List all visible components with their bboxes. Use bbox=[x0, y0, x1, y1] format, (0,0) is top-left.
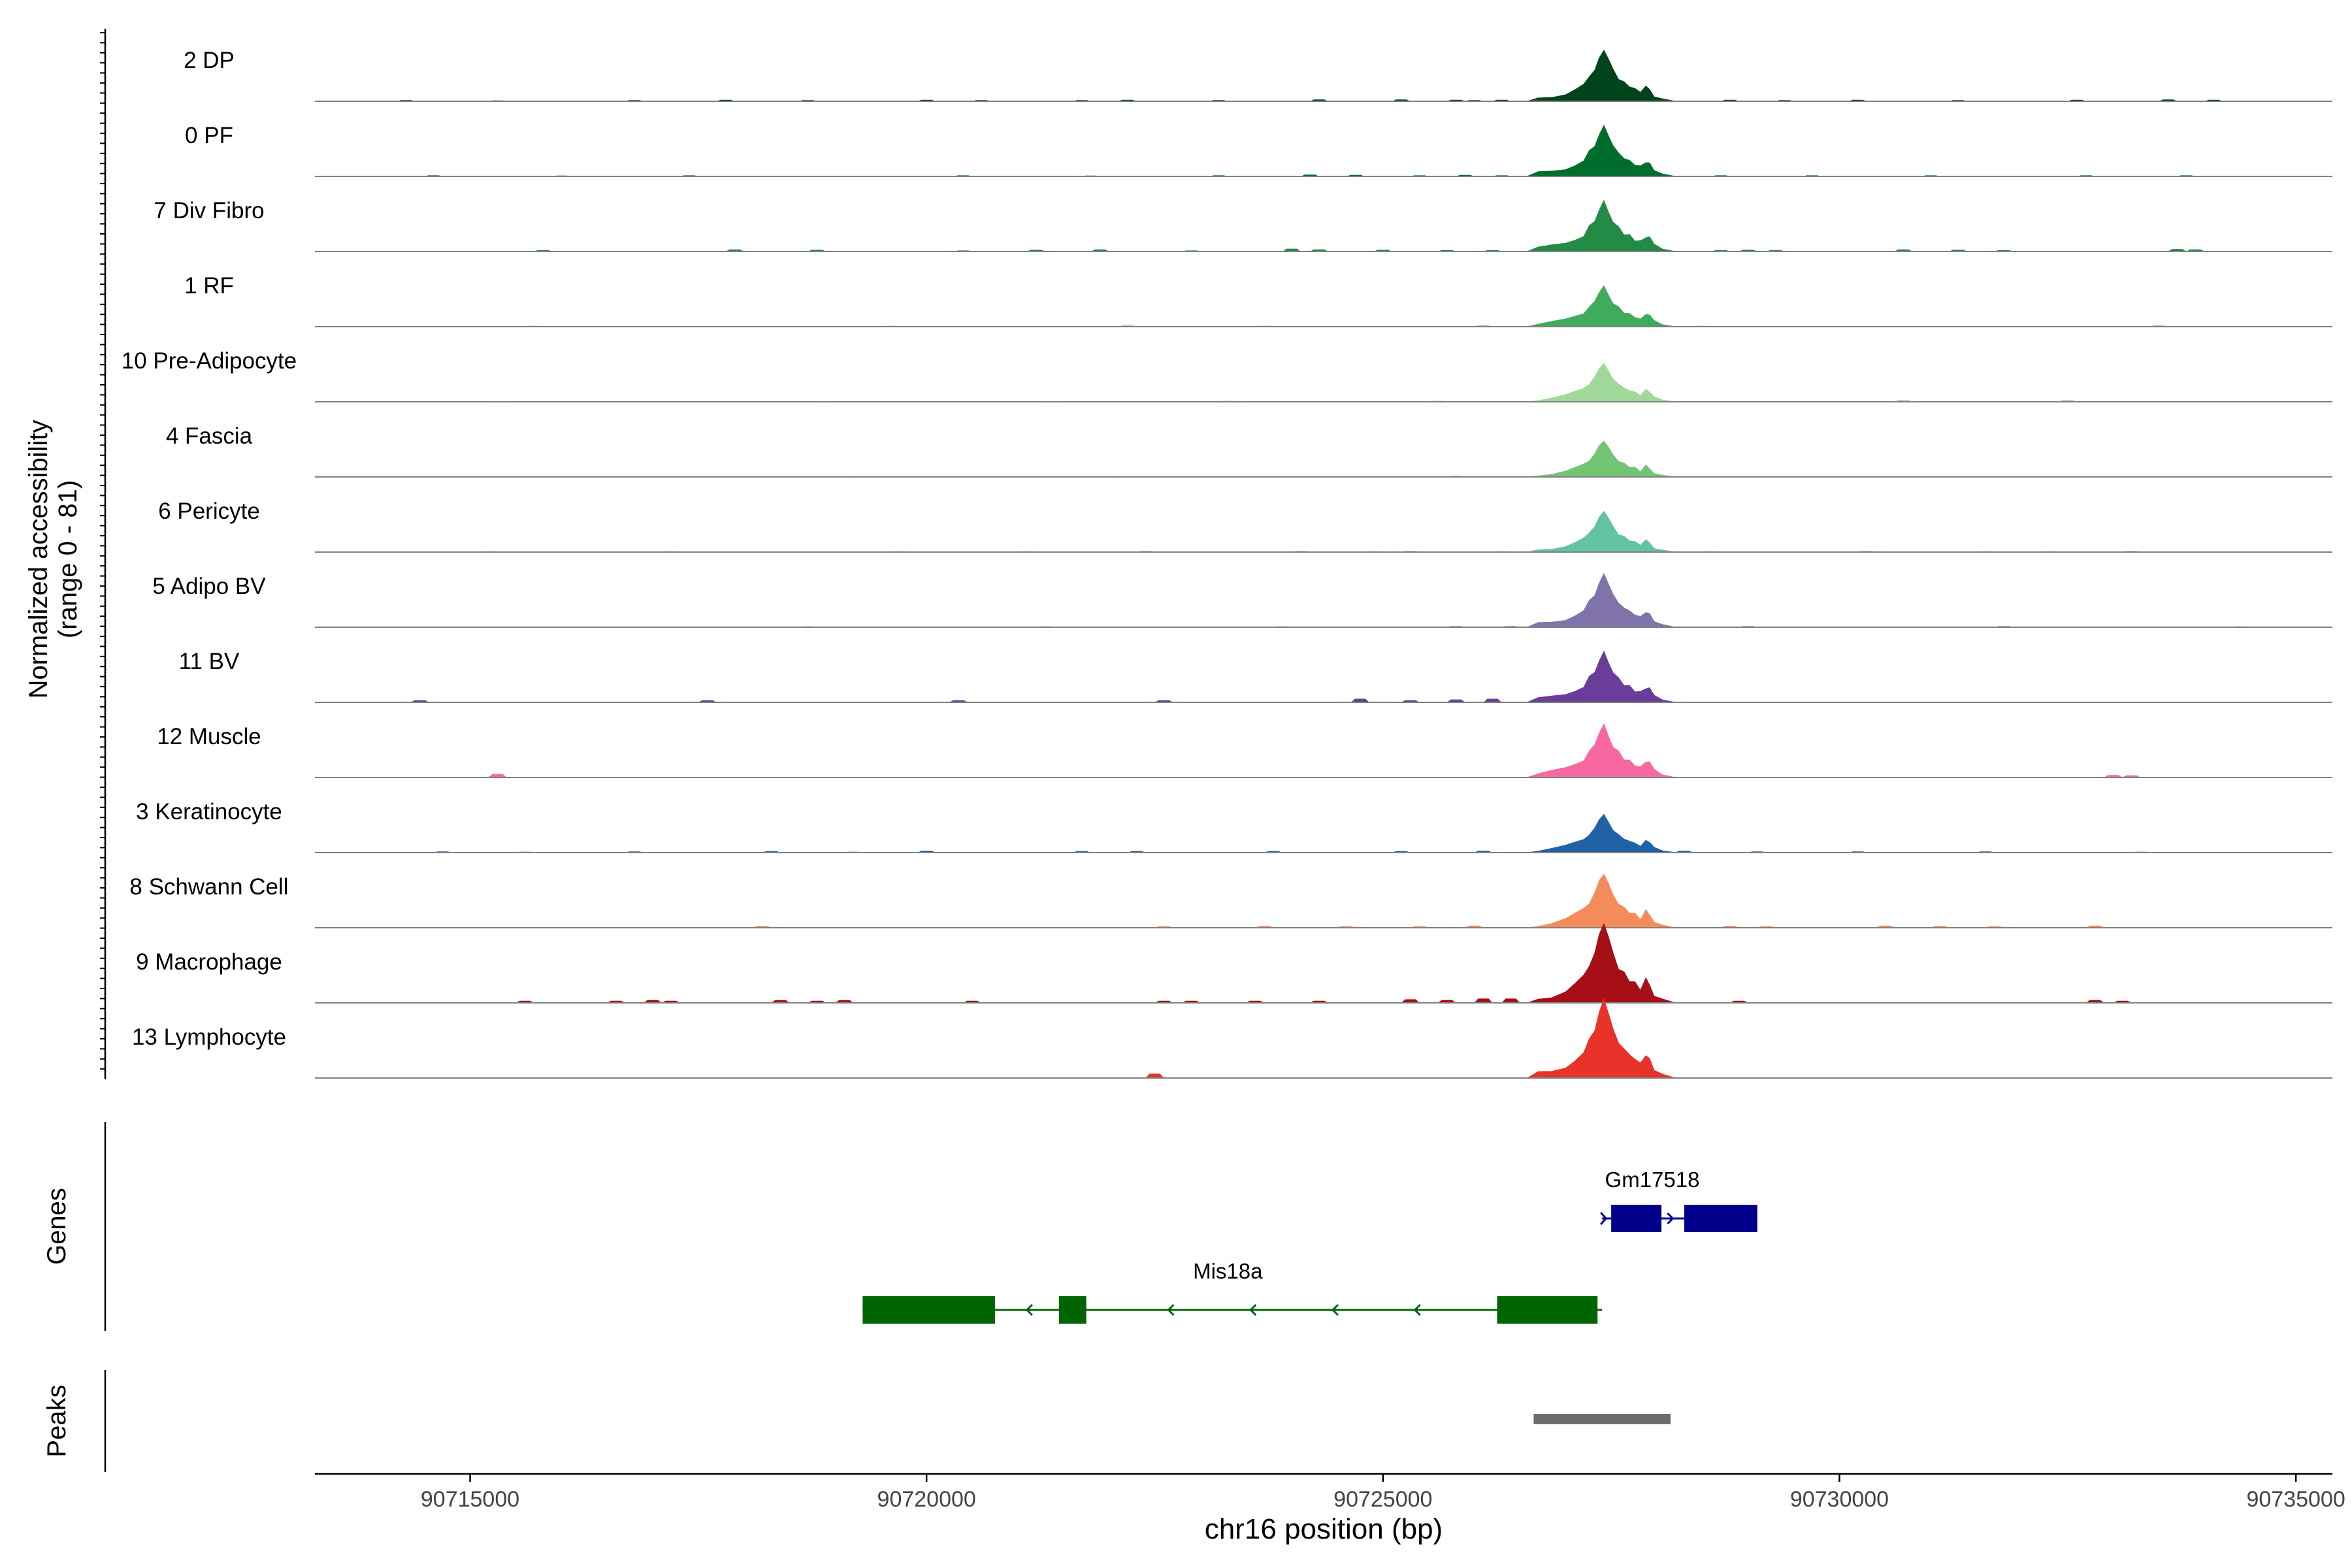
coverage-peak bbox=[1527, 124, 1676, 177]
strand-arrow bbox=[1667, 1212, 1674, 1225]
track-label: 6 Pericyte bbox=[158, 498, 260, 524]
coverage-peak bbox=[1527, 285, 1676, 327]
coverage-blip bbox=[1437, 1000, 1456, 1003]
strand-arrow bbox=[1331, 1303, 1339, 1316]
gene-gm17518: Gm17518 bbox=[1600, 1168, 1757, 1232]
coverage-blip bbox=[1350, 698, 1369, 702]
exon bbox=[1684, 1205, 1757, 1232]
x-axis: 90715000 90720000 90725000 90730000 90735000 bbox=[315, 1473, 2345, 1512]
strand-arrow bbox=[1025, 1303, 1033, 1316]
coverage-blip bbox=[1501, 998, 1520, 1003]
coverage-peak bbox=[1527, 813, 1676, 853]
coverage-peak bbox=[1527, 363, 1676, 402]
track-label: 9 Macrophage bbox=[136, 949, 282, 975]
coverage-blip bbox=[835, 1000, 854, 1003]
track-label: 10 Pre-Adipocyte bbox=[122, 348, 297, 374]
x-tick-label: 90720000 bbox=[877, 1487, 976, 1512]
coverage-blip bbox=[1401, 999, 1420, 1003]
peak-region bbox=[1533, 1414, 1671, 1424]
coverage-blip bbox=[1145, 1073, 1164, 1078]
coverage-track: 11 BV bbox=[179, 649, 2332, 703]
x-tick-label: 90715000 bbox=[421, 1487, 519, 1512]
coverage-track: 3 Keratinocyte bbox=[136, 799, 2332, 853]
coverage-track: 4 Fascia bbox=[166, 423, 2332, 478]
track-label: 8 Schwann Cell bbox=[129, 874, 288, 900]
coverage-track: 0 PF bbox=[185, 123, 2332, 177]
y-axis-ticks bbox=[100, 32, 105, 1070]
coverage-track: 1 RF bbox=[184, 273, 2332, 327]
strand-arrow bbox=[1600, 1212, 1608, 1225]
peak-regions bbox=[1533, 1414, 1671, 1424]
track-label: 13 Lymphocyte bbox=[132, 1024, 286, 1050]
coverage-track: 5 Adipo BV bbox=[152, 572, 2332, 628]
genes-panel-label: Genes bbox=[42, 1188, 71, 1265]
x-tick-label: 90730000 bbox=[1790, 1487, 1889, 1512]
coverage-blip bbox=[1446, 699, 1465, 702]
strand-arrow bbox=[1167, 1303, 1175, 1316]
strand-arrow bbox=[1249, 1303, 1257, 1316]
x-axis-ticks: 90715000 90720000 90725000 90730000 90735000 bbox=[421, 1474, 2345, 1512]
coverage-peak bbox=[1527, 440, 1676, 478]
genes-panel: Genes Gm17518 Mis18a bbox=[42, 1122, 1757, 1331]
peaks-panel-label: Peaks bbox=[42, 1384, 71, 1457]
coverage-track: 7 Div Fibro bbox=[154, 198, 2332, 252]
coverage-blip bbox=[1282, 248, 1301, 252]
coverage-peak bbox=[1527, 49, 1676, 102]
exon bbox=[1497, 1296, 1598, 1324]
coverage-blip bbox=[771, 1000, 790, 1003]
track-label: 11 BV bbox=[179, 649, 240, 674]
exon bbox=[1058, 1296, 1086, 1324]
exon bbox=[862, 1296, 995, 1324]
coverage-y-axis bbox=[100, 29, 106, 1079]
track-label: 4 Fascia bbox=[166, 423, 253, 449]
coverage-peak bbox=[1527, 874, 1676, 928]
x-axis-title: chr16 position (bp) bbox=[1205, 1513, 1443, 1545]
coverage-track: 6 Pericyte bbox=[158, 498, 2332, 553]
coverage-track: 2 DP bbox=[184, 48, 2332, 102]
strand-arrow bbox=[1413, 1303, 1421, 1316]
coverage-blip bbox=[1474, 998, 1493, 1003]
peaks-panel: Peaks bbox=[42, 1370, 1671, 1472]
coverage-tracks: 2 DP 0 PF 7 Div Fibro 1 RF 10 Pre-Adipocyte 4… bbox=[122, 48, 2332, 1079]
gene-label: Gm17518 bbox=[1605, 1168, 1700, 1192]
track-label: 5 Adipo BV bbox=[152, 574, 266, 599]
coverage-track: 8 Schwann Cell bbox=[129, 874, 2332, 928]
gene-label: Mis18a bbox=[1193, 1259, 1263, 1283]
x-tick-label: 90735000 bbox=[2246, 1487, 2345, 1512]
gene-mis18a: Mis18a bbox=[862, 1259, 1603, 1324]
track-label: 2 DP bbox=[184, 48, 235, 73]
coverage-track: 10 Pre-Adipocyte bbox=[122, 348, 2332, 402]
coverage-peak bbox=[1527, 923, 1676, 1004]
y-axis-range-label: (range 0 - 81) bbox=[54, 480, 82, 638]
track-label: 0 PF bbox=[185, 123, 233, 148]
x-tick-label: 90725000 bbox=[1333, 1487, 1432, 1512]
coverage-peak bbox=[1527, 510, 1676, 553]
track-label: 3 Keratinocyte bbox=[136, 799, 282, 825]
coverage-track: 13 Lymphocyte bbox=[132, 998, 2332, 1079]
coverage-blip bbox=[644, 1000, 662, 1003]
track-label: 12 Muscle bbox=[157, 724, 261, 749]
gene-annotations: Gm17518 Mis18a bbox=[862, 1168, 1757, 1324]
track-label: 7 Div Fibro bbox=[154, 198, 264, 223]
coverage-blip bbox=[2085, 1000, 2104, 1003]
exon bbox=[1611, 1205, 1662, 1232]
coverage-peak bbox=[1526, 998, 1676, 1079]
track-label: 1 RF bbox=[184, 273, 234, 299]
coverage-peak bbox=[1527, 650, 1676, 703]
coverage-peak bbox=[1527, 572, 1676, 628]
coverage-track: 9 Macrophage bbox=[136, 923, 2332, 1004]
coverage-peak bbox=[1527, 723, 1676, 778]
coverage-peak bbox=[1527, 199, 1676, 252]
coverage-blip bbox=[488, 774, 507, 777]
coverage-blip bbox=[1483, 698, 1502, 702]
y-axis-title: Normalized accessibility bbox=[24, 420, 53, 699]
coverage-track: 12 Muscle bbox=[157, 723, 2332, 778]
